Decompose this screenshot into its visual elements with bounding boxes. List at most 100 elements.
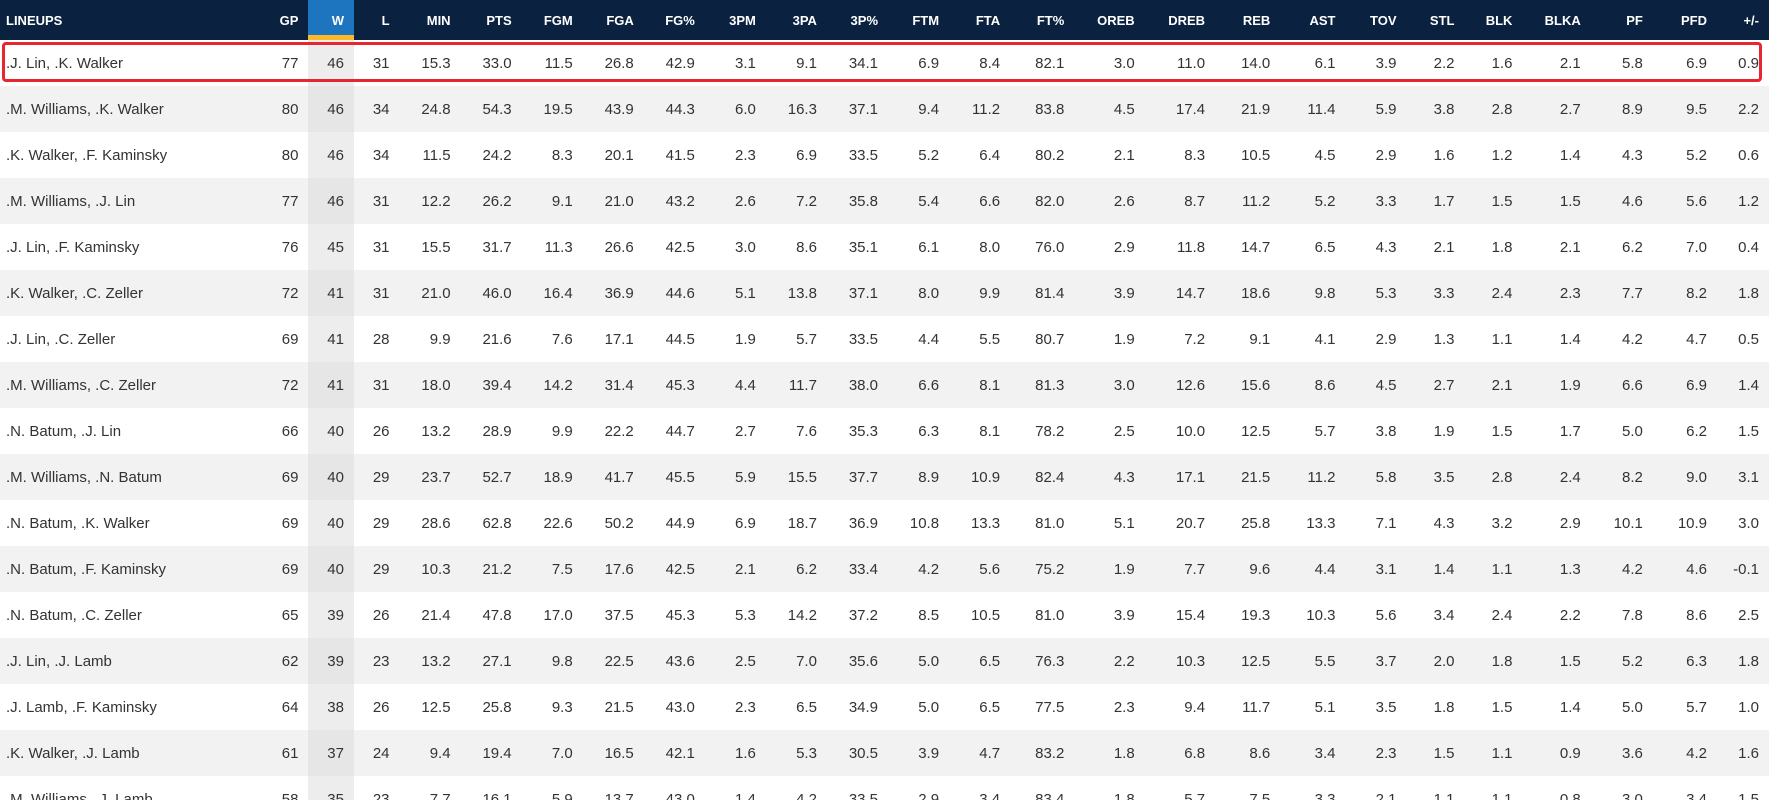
stat-cell-fga: 50.2 [582,500,644,546]
stat-cell-fta: 6.5 [949,684,1011,730]
stat-cell-blk: 1.5 [1464,178,1523,224]
column-header-stl[interactable]: STL [1406,0,1465,40]
stat-cell-blk: 2.1 [1464,362,1523,408]
column-header-gp[interactable]: GP [248,0,309,40]
lineup-name-cell: .M. Williams, .C. Zeller [0,362,249,408]
column-header-min[interactable]: MIN [399,0,461,40]
column-header-3pa[interactable]: 3PA [765,0,827,40]
stat-cell-3p-pct: 37.7 [826,454,889,500]
stat-cell-oreb: 2.5 [1074,408,1145,454]
stat-cell-reb: 21.9 [1215,86,1281,132]
table-row: .J. Lamb, .F. Kaminsky 64 38 26 12.5 25.8 9.3 2… [0,684,1769,730]
column-header-ftm[interactable]: FTM [888,0,950,40]
column-header-dreb[interactable]: DREB [1144,0,1216,40]
column-header-3p-pct[interactable]: 3P% [826,0,889,40]
stat-cell-fgm: 16.4 [521,270,583,316]
stat-cell-reb: 9.6 [1215,546,1281,592]
stat-cell-w: 41 [308,362,354,408]
stat-cell-pf: 5.2 [1590,638,1653,684]
column-header-fgm[interactable]: FGM [521,0,583,40]
stat-cell-pfd: 8.2 [1652,270,1718,316]
column-header-fg-pct[interactable]: FG% [643,0,705,40]
stat-cell-plus-minus: -0.1 [1717,546,1769,592]
stat-cell-fg-pct: 44.5 [643,316,705,362]
stat-cell-3pa: 6.5 [765,684,827,730]
stat-cell-l: 23 [353,638,400,684]
stat-cell-tov: 2.9 [1345,132,1407,178]
stat-cell-fgm: 5.9 [521,776,583,800]
stat-cell-ftm: 2.9 [888,776,950,800]
stat-cell-3pa: 4.2 [765,776,827,800]
stat-cell-l: 29 [353,546,400,592]
column-header-fta[interactable]: FTA [949,0,1011,40]
stat-cell-l: 26 [353,408,400,454]
stat-cell-fta: 6.6 [949,178,1011,224]
stat-cell-reb: 18.6 [1215,270,1281,316]
stat-cell-3pm: 6.0 [704,86,766,132]
stat-cell-fta: 3.4 [949,776,1011,800]
stat-cell-dreb: 5.7 [1144,776,1216,800]
column-header-pts[interactable]: PTS [460,0,522,40]
stat-cell-fta: 10.9 [949,454,1011,500]
stat-cell-blka: 1.4 [1522,316,1591,362]
column-header-pf[interactable]: PF [1590,0,1653,40]
column-header-tov[interactable]: TOV [1345,0,1407,40]
stat-cell-fgm: 11.5 [521,40,583,86]
stat-cell-fg-pct: 43.2 [643,178,705,224]
stat-cell-3pm: 2.1 [704,546,766,592]
stat-cell-blka: 1.5 [1522,178,1591,224]
column-header-l[interactable]: L [353,0,400,40]
stat-cell-w: 39 [308,638,354,684]
stat-cell-fg-pct: 41.5 [643,132,705,178]
stat-cell-reb: 10.5 [1215,132,1281,178]
stat-cell-reb: 25.8 [1215,500,1281,546]
stat-cell-w: 41 [308,316,354,362]
stat-cell-stl: 3.8 [1406,86,1465,132]
stat-cell-w: 38 [308,684,354,730]
stat-cell-plus-minus: 3.1 [1717,454,1769,500]
column-header-pfd[interactable]: PFD [1652,0,1718,40]
stat-cell-min: 11.5 [399,132,461,178]
stat-cell-pfd: 5.7 [1652,684,1718,730]
lineup-name-cell: .N. Batum, .F. Kaminsky [0,546,249,592]
column-header-fga[interactable]: FGA [582,0,644,40]
stat-cell-tov: 2.3 [1345,730,1407,776]
stat-cell-ft-pct: 80.7 [1010,316,1075,362]
stat-cell-oreb: 2.2 [1074,638,1145,684]
table-row: .J. Lin, .J. Lamb 62 39 23 13.2 27.1 9.8 22.5 43… [0,638,1769,684]
stat-cell-reb: 11.2 [1215,178,1281,224]
column-header-w[interactable]: W [308,0,354,40]
column-header-ft-pct[interactable]: FT% [1010,0,1075,40]
column-header-lineups[interactable]: LINEUPS [0,0,249,40]
stat-cell-ast: 3.3 [1280,776,1346,800]
stat-cell-min: 9.4 [399,730,461,776]
stat-cell-3pa: 7.6 [765,408,827,454]
stat-cell-oreb: 3.0 [1074,362,1145,408]
stat-cell-plus-minus: 0.5 [1717,316,1769,362]
stat-cell-tov: 5.6 [1345,592,1407,638]
stat-cell-w: 41 [308,270,354,316]
stat-cell-pts: 62.8 [460,500,522,546]
column-header-reb[interactable]: REB [1215,0,1281,40]
stat-cell-pf: 6.2 [1590,224,1653,270]
column-header-3pm[interactable]: 3PM [704,0,766,40]
stat-cell-gp: 65 [248,592,309,638]
stat-cell-oreb: 3.0 [1074,40,1145,86]
stat-cell-pfd: 6.2 [1652,408,1718,454]
stat-cell-min: 9.9 [399,316,461,362]
stat-cell-fga: 22.5 [582,638,644,684]
stat-cell-fgm: 11.3 [521,224,583,270]
column-header-blk[interactable]: BLK [1464,0,1523,40]
stat-cell-dreb: 15.4 [1144,592,1216,638]
stat-cell-pfd: 3.4 [1652,776,1718,800]
stat-cell-blka: 1.4 [1522,684,1591,730]
column-header-oreb[interactable]: OREB [1074,0,1145,40]
table-row: .J. Lin, .C. Zeller 69 41 28 9.9 21.6 7.6 17.1 4… [0,316,1769,362]
column-header-ast[interactable]: AST [1280,0,1346,40]
stat-cell-l: 23 [353,776,400,800]
column-header-blka[interactable]: BLKA [1522,0,1591,40]
column-header-plus-minus[interactable]: +/- [1717,0,1769,40]
stat-cell-ft-pct: 82.0 [1010,178,1075,224]
stat-cell-w: 35 [308,776,354,800]
